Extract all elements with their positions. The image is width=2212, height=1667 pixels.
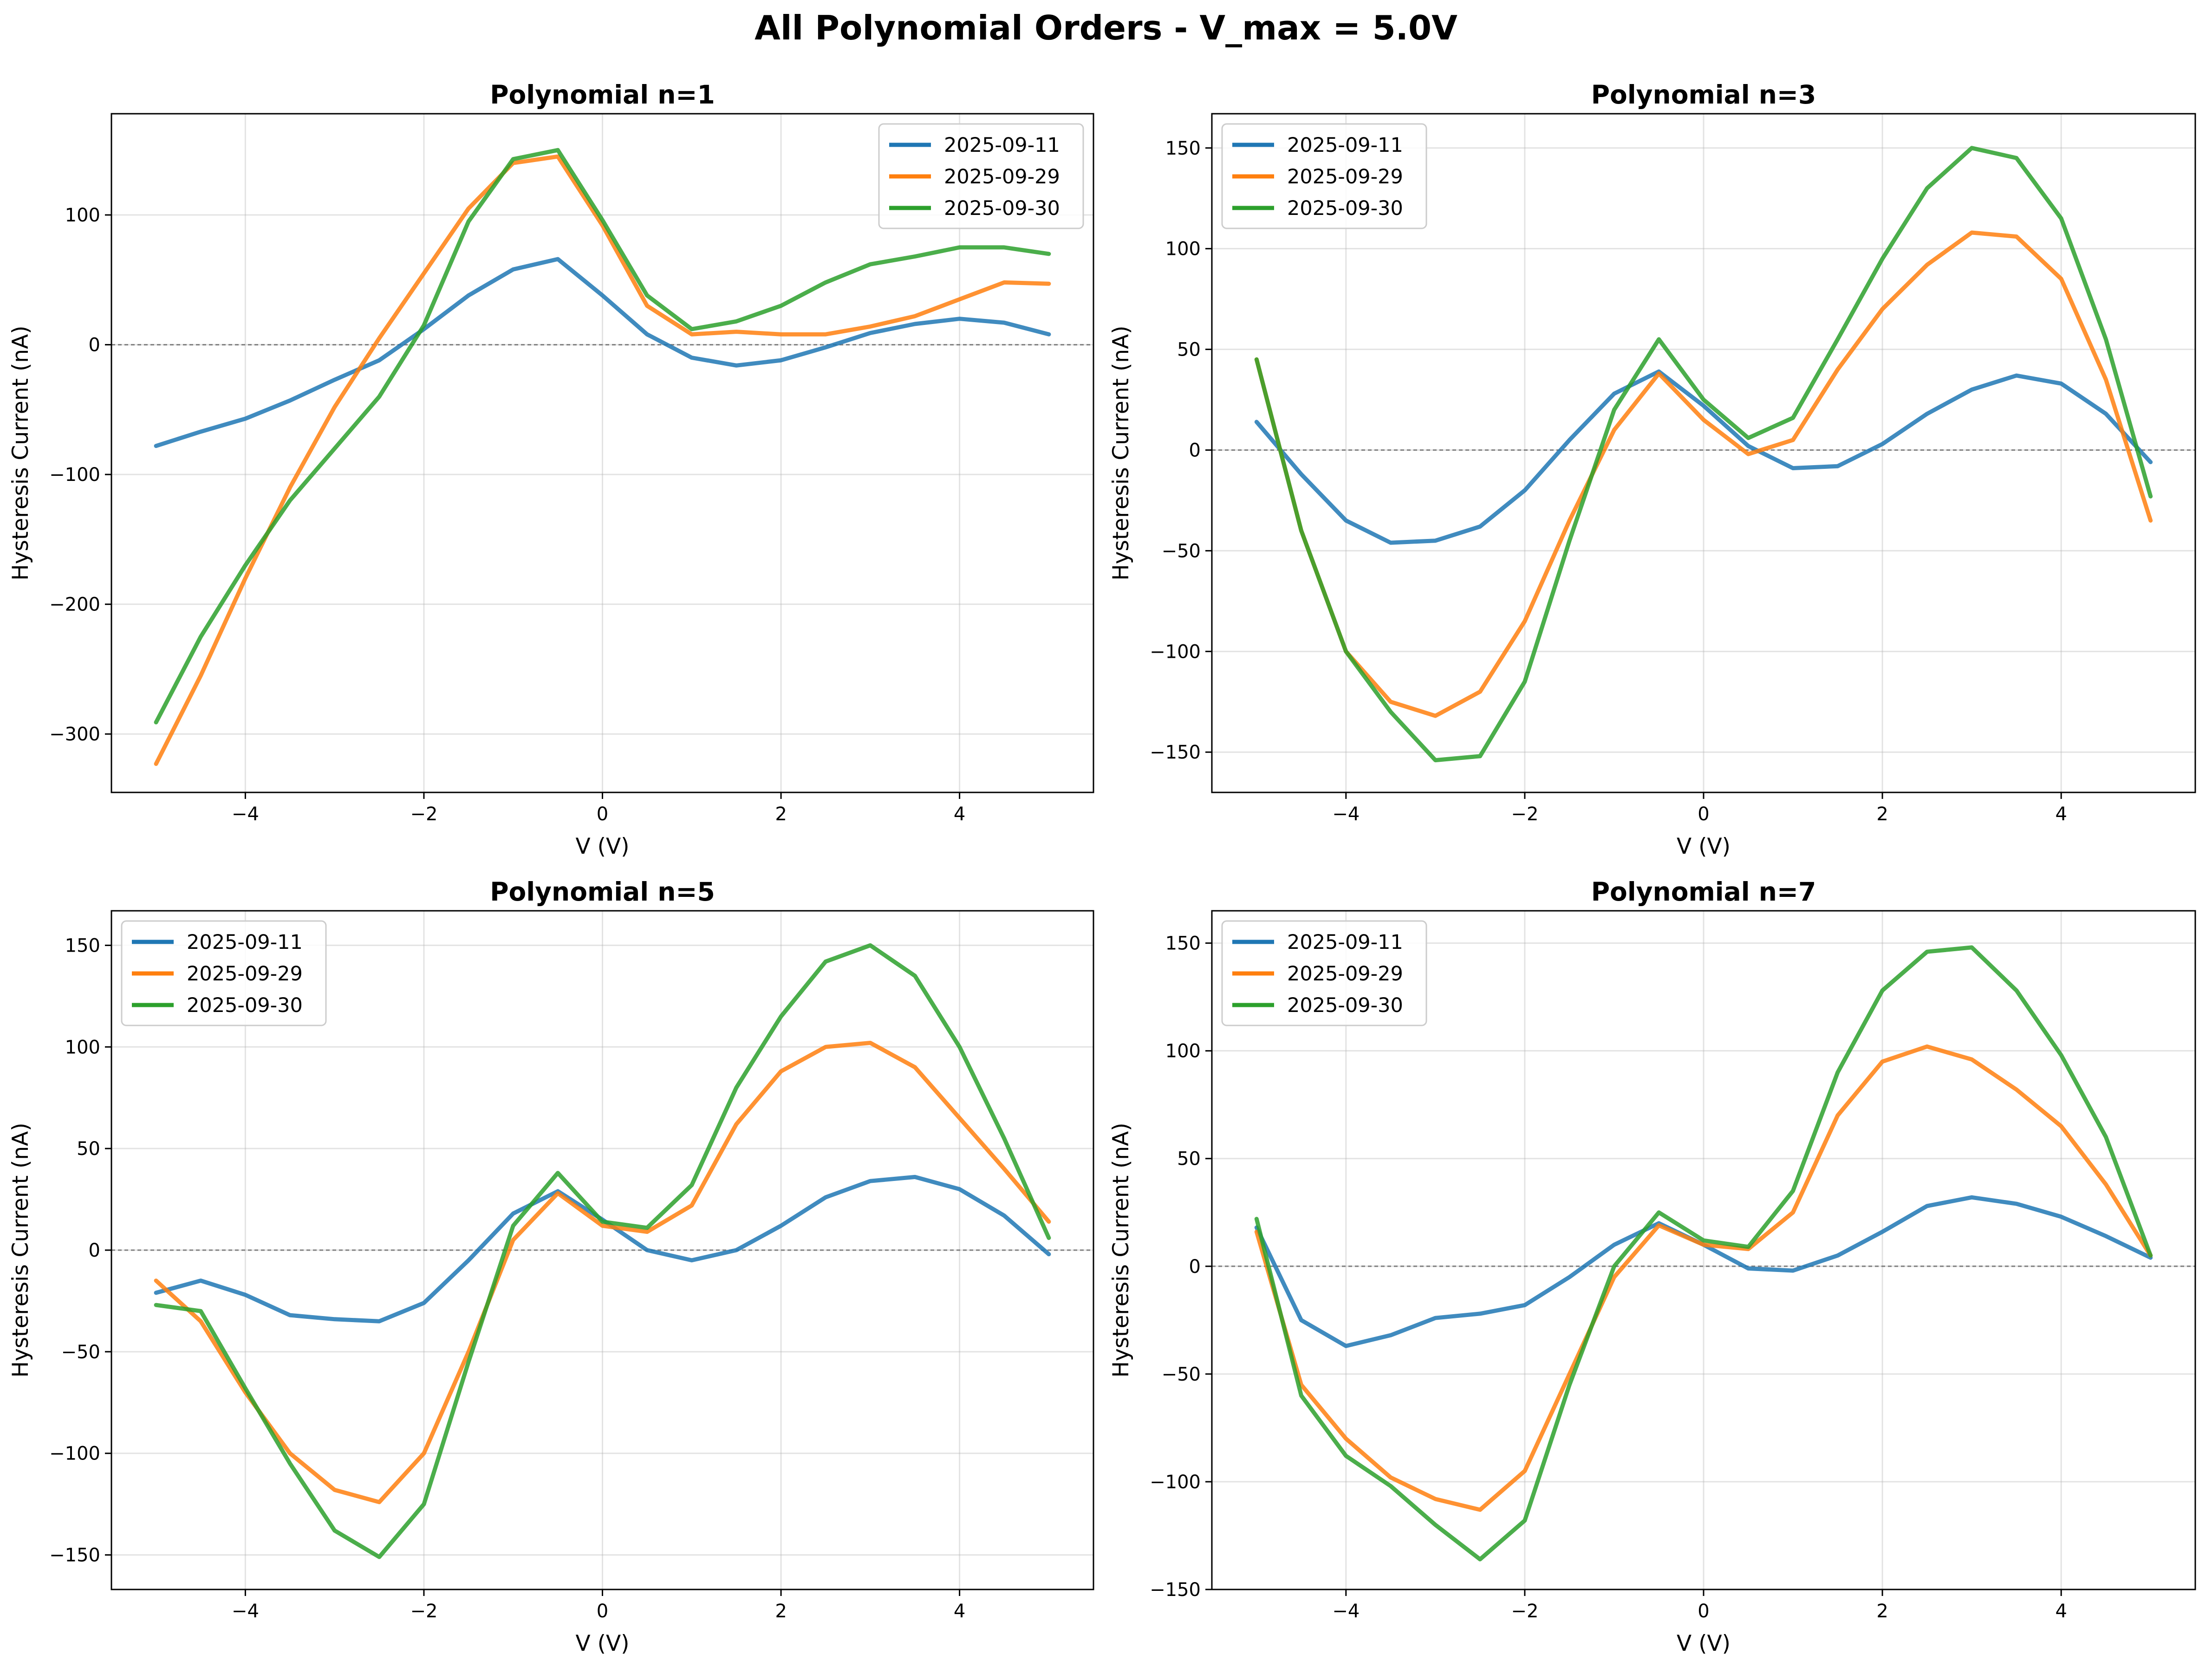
series-line-2025-09-11 xyxy=(1254,369,2153,545)
legend: 2025-09-11 2025-09-29 2025-09-30 xyxy=(1221,920,1427,1026)
y-tick-label: 50 xyxy=(1177,339,1201,361)
x-axis-label: V (V) xyxy=(576,834,630,859)
series-line-2025-09-30 xyxy=(1254,945,2153,1562)
x-tick-label: 4 xyxy=(954,1601,965,1622)
x-tick-label: 2 xyxy=(1876,1601,1888,1622)
y-tick-label: 100 xyxy=(1165,239,1201,260)
series-line-2025-09-29 xyxy=(1254,230,2153,718)
y-tick-label: 0 xyxy=(89,335,100,356)
y-axis-label: Hysteresis Current (nA) xyxy=(8,325,33,580)
y-tick-label: 0 xyxy=(1189,440,1201,461)
legend-label: 2025-09-29 xyxy=(944,165,1060,188)
y-tick-label: −100 xyxy=(49,464,100,486)
y-tick-label: 0 xyxy=(1189,1256,1201,1278)
series-line-2025-09-30 xyxy=(154,943,1051,1559)
series-line-2025-09-30 xyxy=(1254,146,2153,763)
y-tick-label: −300 xyxy=(49,724,100,745)
legend-label: 2025-09-29 xyxy=(187,962,303,986)
y-axis-label: Hysteresis Current (nA) xyxy=(8,1122,33,1377)
x-tick-label: −4 xyxy=(232,1601,259,1622)
x-tick-label: −2 xyxy=(410,804,437,825)
y-tick-label: 100 xyxy=(65,205,100,226)
legend-label: 2025-09-11 xyxy=(1287,931,1403,954)
series-line-2025-09-30 xyxy=(154,148,1051,725)
y-axis-label: Hysteresis Current (nA) xyxy=(1108,325,1134,580)
series-line-2025-09-29 xyxy=(154,1041,1051,1505)
x-tick-label: −2 xyxy=(1511,804,1538,825)
y-tick-label: −100 xyxy=(1150,641,1201,662)
subplot-title: Polynomial n=7 xyxy=(1591,877,1816,907)
x-tick-label: 2 xyxy=(775,804,787,825)
legend-label: 2025-09-30 xyxy=(1287,994,1403,1017)
legend-label: 2025-09-11 xyxy=(187,931,303,954)
legend-box xyxy=(1221,920,1427,1026)
legend-label: 2025-09-30 xyxy=(187,994,303,1017)
legend-box xyxy=(1221,123,1427,229)
legend: 2025-09-11 2025-09-29 2025-09-30 xyxy=(121,920,327,1026)
x-tick-label: 0 xyxy=(1698,1601,1709,1622)
x-tick-label: 0 xyxy=(597,804,608,825)
series-line-2025-09-29 xyxy=(1254,1044,2153,1512)
subplot-title: Polynomial n=5 xyxy=(490,877,715,907)
legend: 2025-09-11 2025-09-29 2025-09-30 xyxy=(878,123,1084,229)
subplot-title: Polynomial n=1 xyxy=(490,80,715,110)
y-tick-label: 150 xyxy=(65,935,100,956)
x-tick-label: −4 xyxy=(1332,804,1360,825)
y-tick-label: −150 xyxy=(49,1545,100,1566)
y-tick-label: −200 xyxy=(49,594,100,616)
y-tick-label: 100 xyxy=(1165,1041,1201,1062)
y-tick-label: −100 xyxy=(1150,1472,1201,1493)
y-tick-label: −100 xyxy=(49,1443,100,1465)
x-tick-label: −2 xyxy=(1511,1601,1538,1622)
x-tick-label: 4 xyxy=(2055,804,2067,825)
y-tick-label: 50 xyxy=(1177,1148,1201,1170)
y-tick-label: −50 xyxy=(61,1342,100,1363)
legend-label: 2025-09-30 xyxy=(1287,197,1403,220)
y-tick-label: −50 xyxy=(1162,1364,1201,1385)
x-axis-label: V (V) xyxy=(1677,1631,1731,1656)
x-tick-label: 0 xyxy=(597,1601,608,1622)
legend-box xyxy=(121,920,327,1026)
subplot-1: −4 −2 0 2 4 −300 −200 −100 0 100 Polynomial n=1 V (… xyxy=(8,80,1094,859)
series-line-2025-09-11 xyxy=(154,257,1051,448)
series-line-2025-09-29 xyxy=(154,154,1051,766)
y-tick-label: 0 xyxy=(89,1240,100,1261)
legend-box xyxy=(878,123,1084,229)
x-tick-label: 0 xyxy=(1698,804,1709,825)
x-tick-label: −2 xyxy=(410,1601,437,1622)
legend-label: 2025-09-29 xyxy=(1287,962,1403,986)
subplot-3: −4 −2 0 2 4 −150 −100 −50 0 50 100 150 Polynomial n=… xyxy=(8,877,1094,1656)
y-tick-label: −50 xyxy=(1162,540,1201,562)
y-tick-label: 150 xyxy=(1165,138,1201,159)
subplot-title: Polynomial n=3 xyxy=(1591,80,1816,110)
x-axis-label: V (V) xyxy=(1677,834,1731,859)
subplot-4: −4 −2 0 2 4 −150 −100 −50 0 50 100 150 Polynomial n=… xyxy=(1108,877,2196,1656)
x-tick-label: 4 xyxy=(2055,1601,2067,1622)
y-tick-label: 100 xyxy=(65,1037,100,1058)
subplot-2: −4 −2 0 2 4 −150 −100 −50 0 50 100 150 Polynomial n=… xyxy=(1108,80,2196,859)
figure-title: All Polynomial Orders - V_max = 5.0V xyxy=(755,8,1457,47)
x-tick-label: 2 xyxy=(1876,804,1888,825)
y-tick-label: −150 xyxy=(1150,742,1201,763)
x-tick-label: −4 xyxy=(1332,1601,1360,1622)
x-tick-label: 4 xyxy=(954,804,965,825)
legend-label: 2025-09-30 xyxy=(944,197,1060,220)
legend-label: 2025-09-29 xyxy=(1287,165,1403,188)
x-axis-label: V (V) xyxy=(576,1631,630,1656)
x-tick-label: 2 xyxy=(775,1601,787,1622)
y-tick-label: 150 xyxy=(1165,933,1201,954)
x-tick-label: −4 xyxy=(232,804,259,825)
y-tick-label: −150 xyxy=(1150,1579,1201,1601)
legend-label: 2025-09-11 xyxy=(944,134,1060,157)
y-axis-label: Hysteresis Current (nA) xyxy=(1108,1122,1134,1377)
legend: 2025-09-11 2025-09-29 2025-09-30 xyxy=(1221,123,1427,229)
y-tick-label: 50 xyxy=(77,1138,100,1160)
legend-label: 2025-09-11 xyxy=(1287,134,1403,157)
